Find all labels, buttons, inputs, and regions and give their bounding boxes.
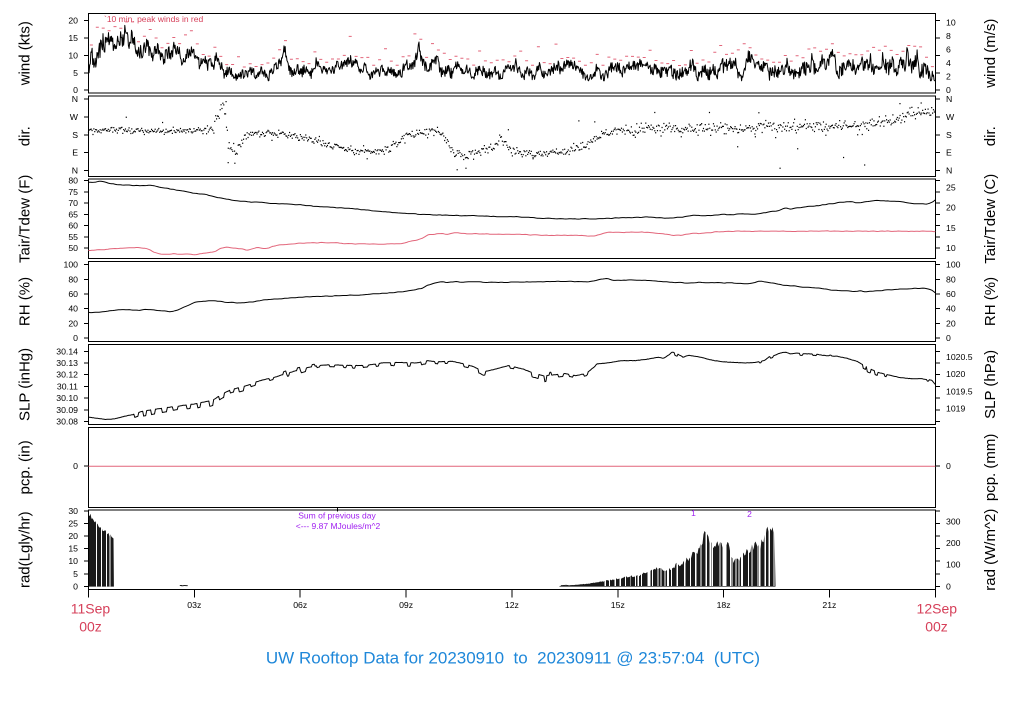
svg-text:E: E — [72, 148, 78, 158]
svg-text:10: 10 — [946, 18, 956, 28]
svg-text:20: 20 — [68, 531, 78, 541]
svg-text:06z: 06z — [293, 600, 307, 610]
svg-text:40: 40 — [68, 304, 78, 314]
svg-text:20: 20 — [946, 203, 956, 213]
svg-text:18z: 18z — [717, 600, 731, 610]
svg-text:`10 min. peak winds in red: `10 min. peak winds in red — [104, 14, 203, 24]
svg-text:55: 55 — [68, 232, 78, 242]
svg-text:30.13: 30.13 — [56, 358, 78, 368]
svg-text:0: 0 — [73, 581, 78, 591]
svg-text:5: 5 — [73, 68, 78, 78]
svg-text:100: 100 — [946, 560, 961, 570]
svg-text:rad(Lgly/hr): rad(Lgly/hr) — [17, 511, 34, 588]
svg-text:2: 2 — [946, 72, 951, 82]
svg-text:<--- 9.87 MJoules/m^2: <--- 9.87 MJoules/m^2 — [296, 521, 381, 531]
svg-text:1: 1 — [691, 508, 696, 518]
svg-text:21z: 21z — [822, 600, 836, 610]
svg-text:12z: 12z — [505, 600, 519, 610]
svg-text:6: 6 — [946, 45, 951, 55]
svg-text:100: 100 — [64, 260, 79, 270]
svg-text:10: 10 — [946, 243, 956, 253]
svg-text:15z: 15z — [611, 600, 625, 610]
svg-text:25: 25 — [946, 182, 956, 192]
svg-text:5: 5 — [73, 569, 78, 579]
svg-text:0: 0 — [73, 85, 78, 95]
svg-text:8: 8 — [946, 31, 951, 41]
svg-text:Sum of previous day: Sum of previous day — [298, 510, 376, 520]
svg-text:30.09: 30.09 — [56, 405, 78, 415]
svg-text:03z: 03z — [187, 600, 201, 610]
svg-text:1019: 1019 — [946, 404, 965, 414]
svg-text:N: N — [72, 166, 78, 176]
svg-text:200: 200 — [946, 538, 961, 548]
svg-text:1019.5: 1019.5 — [946, 386, 973, 396]
svg-text:Tair/Tdew (F): Tair/Tdew (F) — [17, 175, 34, 263]
svg-text:wind (m/s): wind (m/s) — [982, 19, 999, 89]
svg-text:60: 60 — [68, 289, 78, 299]
svg-text:100: 100 — [946, 260, 961, 270]
svg-text:N: N — [946, 166, 952, 176]
svg-text:09z: 09z — [399, 600, 413, 610]
svg-text:2: 2 — [747, 509, 752, 519]
svg-text:0: 0 — [946, 581, 951, 591]
svg-text:SLP (hPa): SLP (hPa) — [982, 350, 999, 419]
svg-text:10: 10 — [68, 556, 78, 566]
svg-text:60: 60 — [946, 289, 956, 299]
svg-text:RH (%): RH (%) — [17, 277, 34, 326]
svg-text:30: 30 — [68, 506, 78, 516]
svg-text:UW Rooftop Data for 20230910: UW Rooftop Data for 20230910 to 20230911… — [266, 649, 760, 668]
svg-text:S: S — [946, 130, 952, 140]
svg-text:60: 60 — [68, 221, 78, 231]
svg-text:15: 15 — [68, 33, 78, 43]
svg-text:25: 25 — [68, 519, 78, 529]
svg-text:65: 65 — [68, 209, 78, 219]
svg-text:70: 70 — [68, 198, 78, 208]
svg-text:80: 80 — [68, 176, 78, 186]
svg-text:30.08: 30.08 — [56, 417, 78, 427]
svg-text:20: 20 — [68, 318, 78, 328]
svg-text:W: W — [70, 112, 79, 122]
svg-text:4: 4 — [946, 58, 951, 68]
svg-text:1020: 1020 — [946, 369, 965, 379]
svg-text:75: 75 — [68, 187, 78, 197]
svg-text:80: 80 — [68, 274, 78, 284]
svg-text:12Sep: 12Sep — [917, 601, 958, 617]
svg-text:Tair/Tdew (C): Tair/Tdew (C) — [982, 174, 999, 264]
svg-text:SLP (inHg): SLP (inHg) — [17, 348, 34, 421]
svg-text:10: 10 — [68, 50, 78, 60]
svg-text:0: 0 — [73, 461, 78, 471]
svg-text:pcp. (mm): pcp. (mm) — [982, 434, 999, 502]
svg-text:30.10: 30.10 — [56, 393, 78, 403]
svg-text:N: N — [946, 94, 952, 104]
svg-text:1020.5: 1020.5 — [946, 352, 973, 362]
svg-text:15: 15 — [68, 544, 78, 554]
svg-text:15: 15 — [946, 223, 956, 233]
svg-text:N: N — [72, 94, 78, 104]
svg-text:20: 20 — [946, 318, 956, 328]
svg-text:0: 0 — [946, 461, 951, 471]
svg-text:30.12: 30.12 — [56, 370, 78, 380]
svg-text:0: 0 — [946, 85, 951, 95]
svg-text:80: 80 — [946, 274, 956, 284]
svg-text:00z: 00z — [925, 619, 948, 635]
svg-text:wind (kts): wind (kts) — [17, 21, 34, 86]
svg-text:W: W — [946, 112, 955, 122]
svg-text:30.11: 30.11 — [57, 381, 78, 391]
svg-text:20: 20 — [68, 16, 78, 26]
svg-text:0: 0 — [946, 333, 951, 343]
svg-text:dir.: dir. — [982, 126, 999, 146]
svg-text:pcp. (in): pcp. (in) — [17, 440, 34, 494]
svg-text:00z: 00z — [79, 619, 102, 635]
svg-text:50: 50 — [68, 243, 78, 253]
svg-text:E: E — [946, 148, 952, 158]
svg-text:dir.: dir. — [17, 126, 34, 146]
svg-text:S: S — [72, 130, 78, 140]
svg-text:30.14: 30.14 — [56, 346, 78, 356]
svg-text:rad (W/m^2): rad (W/m^2) — [982, 509, 999, 591]
svg-text:300: 300 — [946, 517, 961, 527]
svg-text:RH (%): RH (%) — [982, 277, 999, 326]
svg-text:11Sep: 11Sep — [71, 601, 111, 617]
svg-text:40: 40 — [946, 304, 956, 314]
svg-text:0: 0 — [73, 333, 78, 343]
